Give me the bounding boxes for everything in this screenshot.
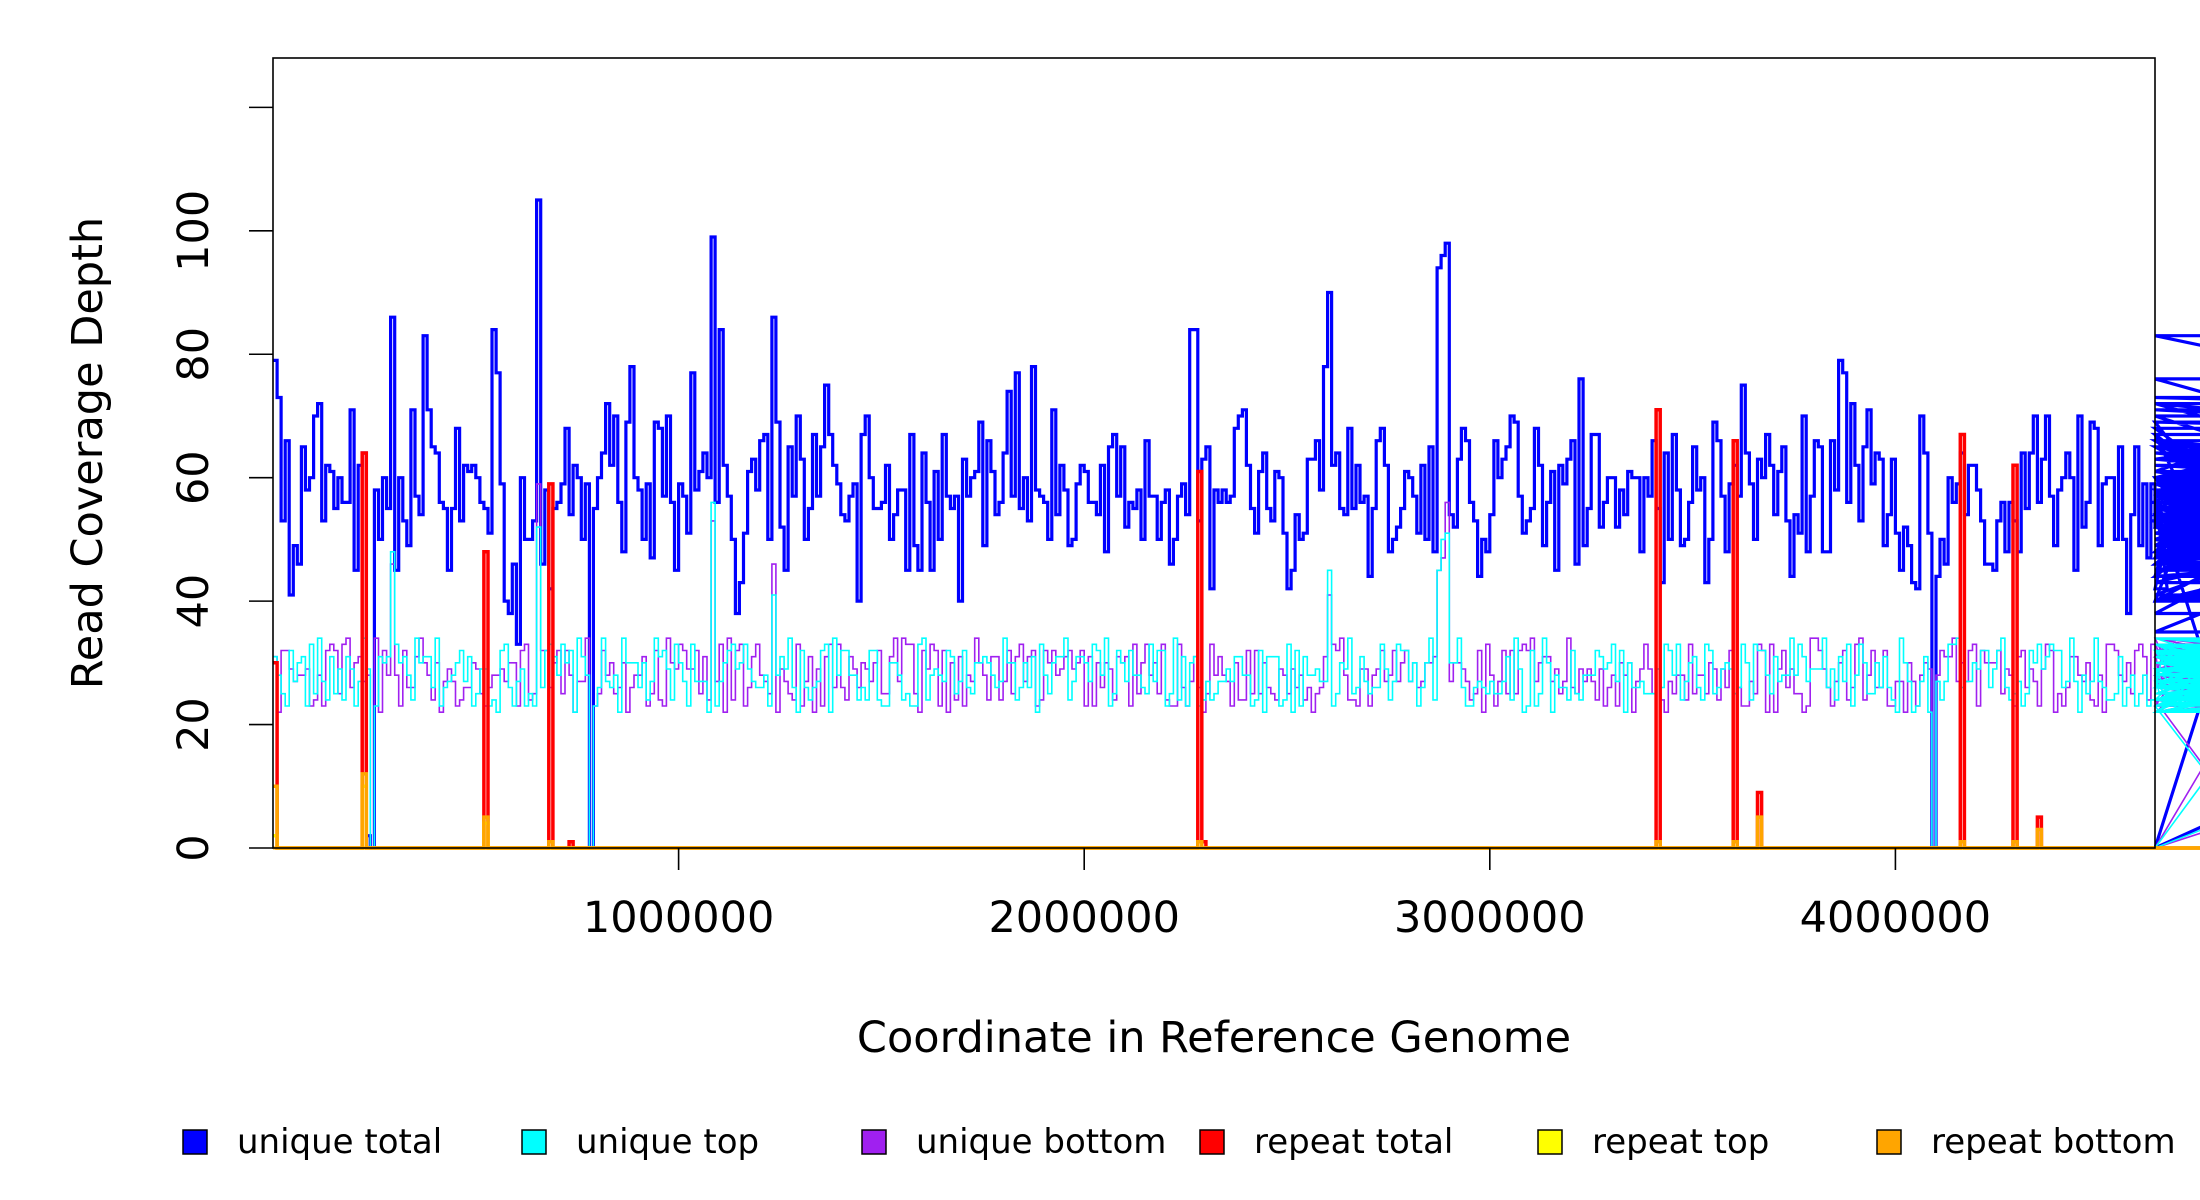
series-line-repeat-total: [273, 408, 2200, 850]
plot-frame: [272, 57, 2156, 849]
x-axis: 1000000 2000000 3000000 4000000: [583, 848, 1991, 943]
legend-swatch: [182, 1129, 208, 1155]
series-line-unique-total: [273, 198, 2200, 850]
x-tick-label: 2000000: [988, 893, 1180, 943]
legend-swatch: [861, 1129, 887, 1155]
legend-item-unique-top: unique top: [521, 1122, 759, 1162]
y-tick-label: 100: [169, 190, 219, 272]
legend-swatch: [1199, 1129, 1225, 1155]
series-line-unique-bottom: [273, 483, 2200, 849]
y-tick-label: 40: [169, 574, 219, 629]
legend-swatch: [1537, 1129, 1563, 1155]
series-line-repeat-bottom: [273, 772, 2200, 850]
legend-item-repeat-top: repeat top: [1537, 1122, 1769, 1162]
legend-swatch: [521, 1129, 547, 1155]
legend: unique total unique top unique bottom repea…: [182, 1122, 2176, 1162]
legend-item-repeat-total: repeat total: [1199, 1122, 1453, 1162]
legend-label: unique bottom: [916, 1122, 1166, 1162]
legend-item-unique-total: unique total: [182, 1122, 442, 1162]
legend-item-unique-bottom: unique bottom: [861, 1122, 1166, 1162]
legend-item-repeat-bottom: repeat bottom: [1876, 1122, 2176, 1162]
legend-label: repeat bottom: [1931, 1122, 2176, 1162]
legend-swatch: [1876, 1129, 1902, 1155]
x-tick-label: 3000000: [1394, 893, 1586, 943]
y-axis: 0 20 40 60 80 100: [169, 106, 273, 862]
y-tick-label: 20: [169, 697, 219, 752]
series-line-unique-top: [273, 501, 2200, 849]
x-tick-label: 1000000: [583, 893, 775, 943]
y-axis-title: Read Coverage Depth: [63, 217, 113, 689]
x-axis-title: Coordinate in Reference Genome: [857, 1013, 1571, 1063]
legend-label: repeat top: [1592, 1122, 1769, 1162]
y-tick-label: 60: [169, 450, 219, 505]
legend-label: unique total: [237, 1122, 442, 1162]
y-tick-label: 0: [169, 834, 219, 861]
legend-label: repeat total: [1254, 1122, 1453, 1162]
y-tick-label: 80: [169, 327, 219, 382]
x-tick-label: 4000000: [1800, 893, 1992, 943]
series-line-repeat-top: [273, 784, 2200, 850]
legend-label: unique top: [576, 1122, 759, 1162]
series-layer: [273, 198, 2200, 850]
